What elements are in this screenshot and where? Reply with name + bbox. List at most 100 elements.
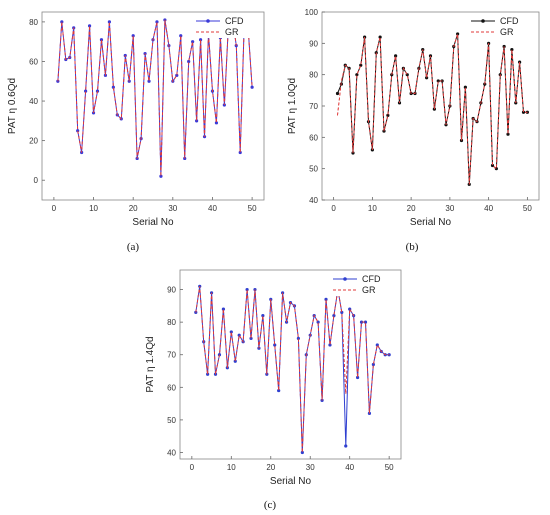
chart-a-ylabel: PAT η 0.6Qd — [7, 78, 18, 134]
chart-c-cfd-point — [355, 375, 360, 380]
chart-a-xtick-label: 40 — [208, 204, 217, 213]
chart-b-cfd-point — [335, 91, 340, 96]
chart-a-cfd-point — [143, 51, 147, 56]
chart-b-cfd-point — [394, 54, 398, 58]
chart-b-legend-label-cfd: CFD — [500, 16, 519, 26]
chart-c-cfd-point — [300, 450, 304, 455]
chart-c-ylabel: PAT η 1.4Qd — [145, 336, 156, 392]
chart-c-series-gr-line — [195, 286, 390, 453]
chart-a-svg: 0 10 20 30 40 50 0 20 40 60 80 Serial No PAT η 0.6Qd… — [7, 11, 265, 253]
chart-c-cfd-point — [332, 314, 336, 318]
chart-b-xtick-label: 40 — [484, 204, 493, 213]
chart-a-cfd-point — [195, 119, 199, 123]
chart-b-cfd-point — [510, 48, 514, 52]
chart-c-cfd-point — [328, 343, 332, 347]
chart-c-cfd-point — [340, 310, 344, 314]
chart-a-xtick-label: 20 — [129, 204, 138, 213]
chart-c-cfd-point — [320, 398, 324, 402]
chart-c-cfd-point — [253, 287, 257, 292]
chart-b-cfd-point — [521, 110, 526, 114]
chart-b-ytick-label: 60 — [309, 133, 318, 142]
chart-b-xtick-label: 0 — [331, 204, 336, 213]
chart-a-legend-label-cfd: CFD — [225, 16, 244, 26]
chart-c-cfd-point — [316, 320, 320, 324]
chart-a-ytick-label: 60 — [29, 57, 38, 66]
chart-b-caption: (b) — [406, 241, 419, 253]
chart-c-xtick-label: 0 — [190, 463, 195, 472]
chart-c-legend-label-gr: GR — [362, 285, 376, 295]
chart-a-cfd-point — [84, 89, 88, 93]
chart-c-xtick-label: 50 — [385, 463, 394, 472]
chart-c-cfd-point — [245, 287, 249, 292]
chart-b-ytick-label: 80 — [309, 71, 318, 80]
chart-a-cfd-point — [159, 174, 163, 178]
chart-c-xtick-label: 40 — [345, 463, 354, 472]
chart-c-legend-box — [329, 272, 395, 296]
chart-panel-b: 0 10 20 30 40 50 40 50 60 70 80 90 100 Serial No PAT η… — [282, 0, 550, 258]
chart-b-ylabel: PAT η 1.0Qd — [287, 78, 298, 134]
chart-c-cfd-point — [371, 362, 375, 367]
chart-a-xtick-label: 50 — [248, 204, 257, 213]
chart-a-cfd-point — [183, 156, 187, 161]
chart-c-xtick-label: 10 — [227, 463, 236, 472]
chart-b-xtick-label: 10 — [368, 204, 377, 213]
chart-b-svg: 0 10 20 30 40 50 40 50 60 70 80 90 100 Serial No PAT η… — [287, 8, 540, 253]
chart-b-cfd-point — [506, 132, 510, 136]
chart-c-xtick-label: 30 — [306, 463, 315, 472]
chart-b-xtick-label: 50 — [523, 204, 532, 213]
chart-a-cfd-point — [175, 73, 179, 77]
chart-c-ytick-label: 60 — [167, 383, 176, 392]
chart-a-cfd-point — [111, 85, 115, 89]
chart-b-cfd-point — [463, 85, 467, 89]
chart-c-series-gr-overlay — [195, 286, 390, 453]
chart-c-cfd-point — [261, 314, 265, 318]
chart-a-cfd-point — [87, 24, 92, 28]
chart-a-cfd-point — [187, 59, 191, 64]
chart-a-cfd-point — [155, 20, 159, 24]
chart-c-cfd-point — [324, 297, 328, 301]
chart-a-cfd-point — [238, 150, 242, 155]
chart-a-series-gr-overlay — [57, 16, 253, 177]
chart-b-ytick-label: 70 — [309, 102, 318, 111]
chart-c-series-cfd-line — [195, 286, 390, 453]
chart-c-cfd-point — [273, 343, 277, 347]
chart-b-series-cfd-line — [337, 33, 528, 185]
chart-c-cfd-point — [233, 359, 237, 363]
chart-b-series-gr-overlay — [337, 33, 528, 185]
chart-a-cfd-point — [250, 85, 254, 89]
chart-c-ytick-label: 80 — [167, 318, 176, 327]
chart-c-caption: (c) — [264, 499, 277, 511]
chart-a-cfd-point — [76, 129, 80, 133]
chart-a-cfd-point — [99, 38, 104, 42]
chart-b-ytick-label: 90 — [309, 39, 318, 48]
chart-a-legend-label-gr: GR — [225, 27, 239, 37]
chart-b-legend-box — [467, 14, 533, 38]
chart-b-cfd-point — [359, 63, 363, 67]
chart-b-xtick-label: 30 — [445, 204, 454, 213]
chart-panel-c: 0 10 20 30 40 50 40 50 60 70 80 90 Serial No PAT η 1.… — [140, 262, 412, 515]
chart-c-cfd-point — [359, 320, 364, 324]
chart-b-ytick-label: 100 — [305, 8, 319, 17]
chart-a-legend-marker-cfd — [206, 19, 210, 23]
chart-a-ytick-label: 0 — [34, 176, 39, 185]
chart-c-cfd-point — [344, 444, 348, 448]
chart-b-ytick-label: 40 — [309, 196, 318, 205]
chart-b-cfd-point — [378, 35, 382, 39]
chart-b-cfd-point — [355, 73, 359, 77]
chart-panel-a: 0 10 20 30 40 50 0 20 40 60 80 Serial No PAT η 0.6Qd… — [0, 0, 275, 258]
chart-a-caption: (a) — [127, 241, 140, 253]
chart-c-ytick-label: 40 — [167, 448, 176, 457]
chart-a-xtick-label: 10 — [89, 204, 98, 213]
chart-b-cfd-point — [436, 79, 440, 83]
chart-c-ytick-label: 70 — [167, 351, 176, 360]
chart-b-xlabel: Serial No — [410, 217, 452, 228]
chart-b-cfd-point — [425, 76, 429, 80]
chart-c-legend-label-cfd: CFD — [362, 274, 381, 284]
chart-a-cfd-point — [214, 121, 219, 125]
chart-a-series-cfd-line — [57, 15, 253, 177]
chart-c-cfd-point — [363, 320, 368, 324]
chart-b-cfd-point — [456, 32, 460, 36]
chart-c-xtick-label: 20 — [266, 463, 275, 472]
chart-b-legend-label-gr: GR — [500, 27, 514, 37]
chart-c-cfd-point — [296, 336, 300, 341]
